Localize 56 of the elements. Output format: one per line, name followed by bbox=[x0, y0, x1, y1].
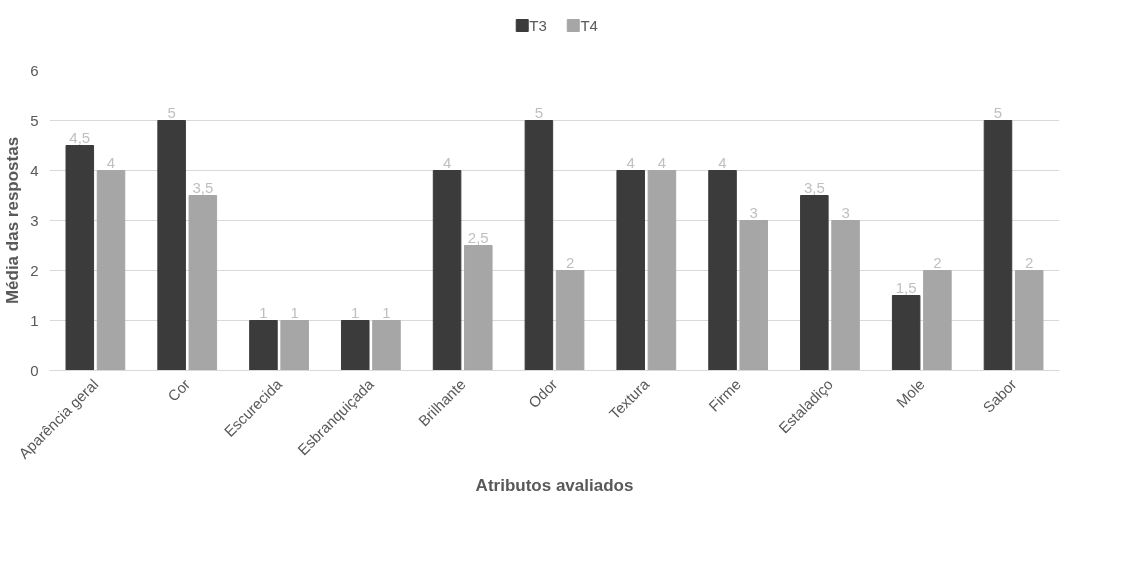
bar bbox=[280, 320, 309, 371]
bar bbox=[555, 270, 585, 371]
y-tick-label: 6 bbox=[30, 61, 39, 79]
y-tick-label: 3 bbox=[30, 211, 39, 229]
data-label: 4 bbox=[657, 153, 667, 171]
bar bbox=[249, 320, 278, 371]
data-label: 3,5 bbox=[803, 178, 825, 196]
data-label: 1 bbox=[290, 303, 299, 321]
bar bbox=[340, 320, 370, 371]
x-axis-title: Atributos avaliados bbox=[475, 475, 634, 495]
data-label: 3,5 bbox=[192, 178, 214, 196]
bar bbox=[372, 320, 401, 371]
bar bbox=[432, 170, 462, 371]
data-label: 1 bbox=[351, 303, 360, 321]
bar bbox=[96, 170, 126, 371]
bar bbox=[647, 170, 677, 371]
data-label: 4 bbox=[626, 153, 635, 171]
bar bbox=[524, 120, 554, 371]
data-label: 5 bbox=[993, 103, 1003, 121]
bar bbox=[923, 270, 952, 371]
data-label: 3 bbox=[841, 203, 850, 221]
y-tick-label: 1 bbox=[30, 311, 39, 329]
data-label: 2 bbox=[933, 253, 942, 271]
x-tick-label: Cor bbox=[164, 375, 194, 405]
bar bbox=[708, 170, 737, 371]
y-tick-label: 0 bbox=[30, 361, 39, 379]
data-label: 1 bbox=[259, 303, 268, 321]
data-label: 4 bbox=[106, 153, 116, 171]
data-label: 1,5 bbox=[895, 278, 917, 296]
data-label: 2 bbox=[1025, 253, 1034, 271]
y-tick-label: 2 bbox=[30, 261, 39, 279]
legend-label: T4 bbox=[580, 17, 598, 34]
bar bbox=[831, 220, 860, 371]
y-tick-label: 5 bbox=[30, 111, 39, 129]
data-label: 5 bbox=[167, 103, 176, 121]
y-tick-label: 4 bbox=[30, 161, 39, 179]
data-label: 4 bbox=[442, 153, 452, 171]
y-axis-title: Média das respostas bbox=[3, 136, 23, 305]
data-label: 2,5 bbox=[467, 228, 489, 246]
bar bbox=[891, 295, 921, 371]
data-label: 5 bbox=[534, 103, 544, 121]
bar bbox=[1014, 270, 1044, 371]
data-label: 1 bbox=[382, 303, 391, 321]
data-label: 4 bbox=[718, 153, 727, 171]
data-label: 4,5 bbox=[69, 128, 91, 146]
bar bbox=[616, 170, 645, 371]
data-label: 3 bbox=[749, 203, 758, 221]
legend-label: T3 bbox=[529, 17, 547, 34]
data-label: 2 bbox=[565, 253, 575, 271]
bar bbox=[983, 120, 1013, 371]
bar bbox=[800, 195, 829, 371]
bar bbox=[157, 120, 186, 371]
bar bbox=[464, 245, 493, 371]
bar bbox=[188, 195, 218, 371]
bar bbox=[739, 220, 769, 371]
bar bbox=[65, 145, 95, 371]
